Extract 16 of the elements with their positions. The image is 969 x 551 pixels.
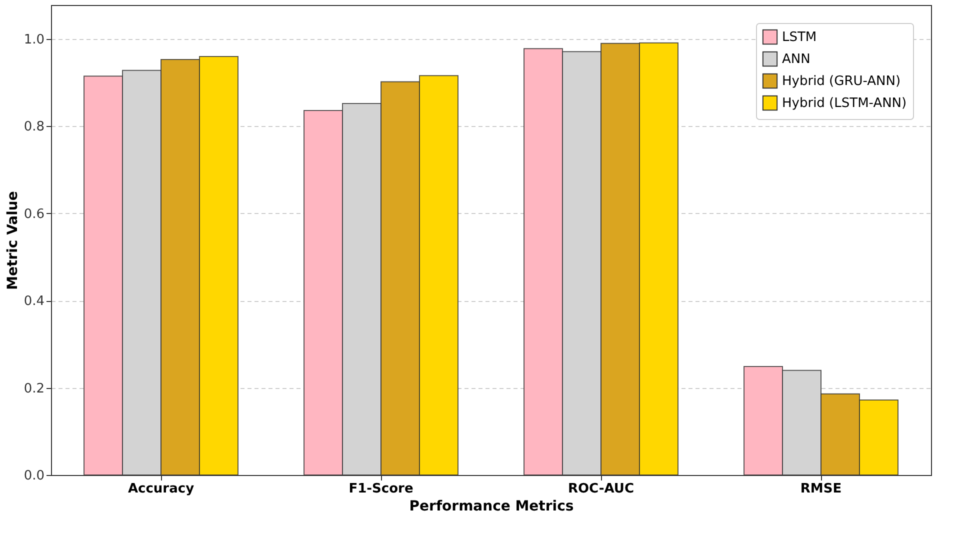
y-tick-label: 0.0 <box>24 468 44 484</box>
x-axis-title: Performance Metrics <box>409 498 574 514</box>
y-tick-label: 0.4 <box>24 294 44 310</box>
legend-label: Hybrid (LSTM-ANN) <box>782 96 907 111</box>
legend-label: Hybrid (GRU-ANN) <box>782 74 901 89</box>
y-tick-label: 0.2 <box>24 381 44 396</box>
x-tick-label: ROC-AUC <box>568 482 634 496</box>
x-tick-label: Accuracy <box>128 482 195 496</box>
y-tick-label: 0.6 <box>24 206 44 222</box>
legend-label: LSTM <box>782 30 817 45</box>
y-tick-label: 1.0 <box>24 32 44 48</box>
legend-label: ANN <box>782 52 810 67</box>
x-tick-label: RMSE <box>800 482 842 496</box>
y-axis-title: Metric Value <box>4 191 21 290</box>
y-tick-label: 0.8 <box>24 120 44 135</box>
x-tick-label: F1-Score <box>348 482 414 496</box>
